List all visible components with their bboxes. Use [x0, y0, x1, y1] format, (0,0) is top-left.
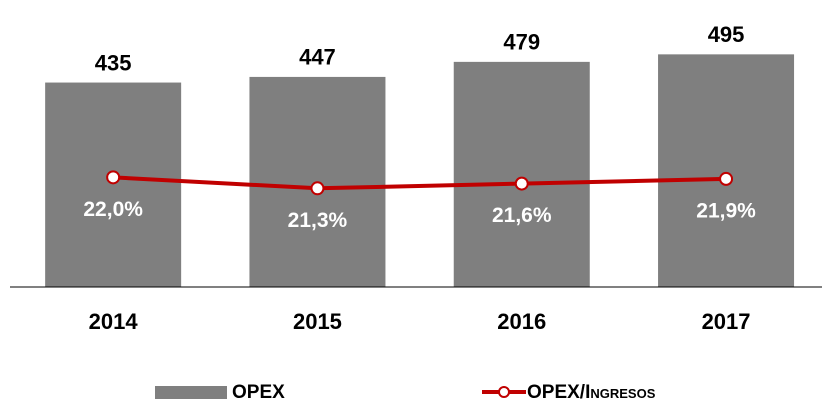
- legend-swatch: [155, 386, 227, 399]
- x-tick-label: 2016: [497, 309, 546, 334]
- legend-marker: [498, 386, 510, 398]
- line-marker: [514, 176, 529, 191]
- x-tick-label: 2014: [89, 309, 139, 334]
- bar-value-label: 495: [708, 22, 745, 47]
- line: [113, 175, 727, 191]
- legend-label: OPEX/Ingresos: [527, 382, 656, 403]
- line-marker: [106, 170, 121, 185]
- legend-label: OPEX: [232, 382, 285, 403]
- line-value-label: 21,3%: [288, 209, 348, 232]
- bar-value-label: 479: [503, 30, 540, 55]
- line-value-label: 21,9%: [696, 199, 756, 222]
- line-marker: [719, 171, 734, 186]
- line-marker: [310, 181, 325, 196]
- bar: [45, 82, 182, 287]
- x-tick-label: 2015: [293, 309, 342, 334]
- line-value-label: 22,0%: [83, 198, 143, 221]
- x-tick-label: 2017: [702, 309, 751, 334]
- bar: [453, 61, 590, 288]
- line-value-label: 21,6%: [492, 204, 552, 227]
- bar-value-label: 435: [95, 50, 132, 75]
- bar-value-label: 447: [299, 45, 336, 70]
- bar: [658, 54, 795, 287]
